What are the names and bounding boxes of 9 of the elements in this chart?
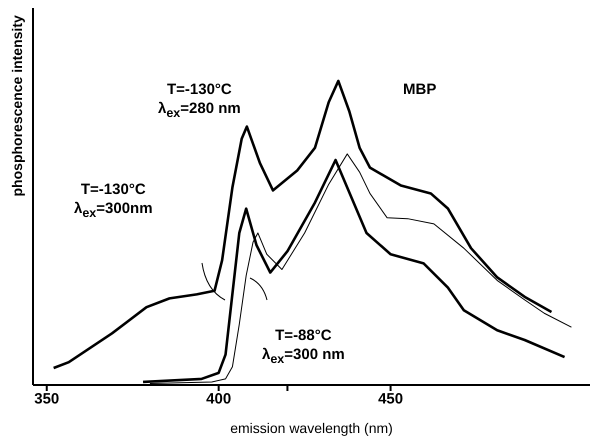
x-axis-title: emission wavelength (nm) <box>230 420 393 436</box>
y-axis-title: phosphorescence intensity <box>8 15 25 196</box>
annotation: T=-88°C λ$_{ex}$=300 nm <box>262 326 345 368</box>
annotation: T=-130°C λ$_{ex}$=280 nm <box>158 80 241 122</box>
x-tick-label: 400 <box>206 390 232 408</box>
annotation: MBP <box>403 80 436 99</box>
annotation: T=-130°C λ$_{ex}$=300nm <box>74 180 153 222</box>
x-tick-label: 450 <box>378 390 404 408</box>
x-tick-label: 350 <box>34 390 60 408</box>
